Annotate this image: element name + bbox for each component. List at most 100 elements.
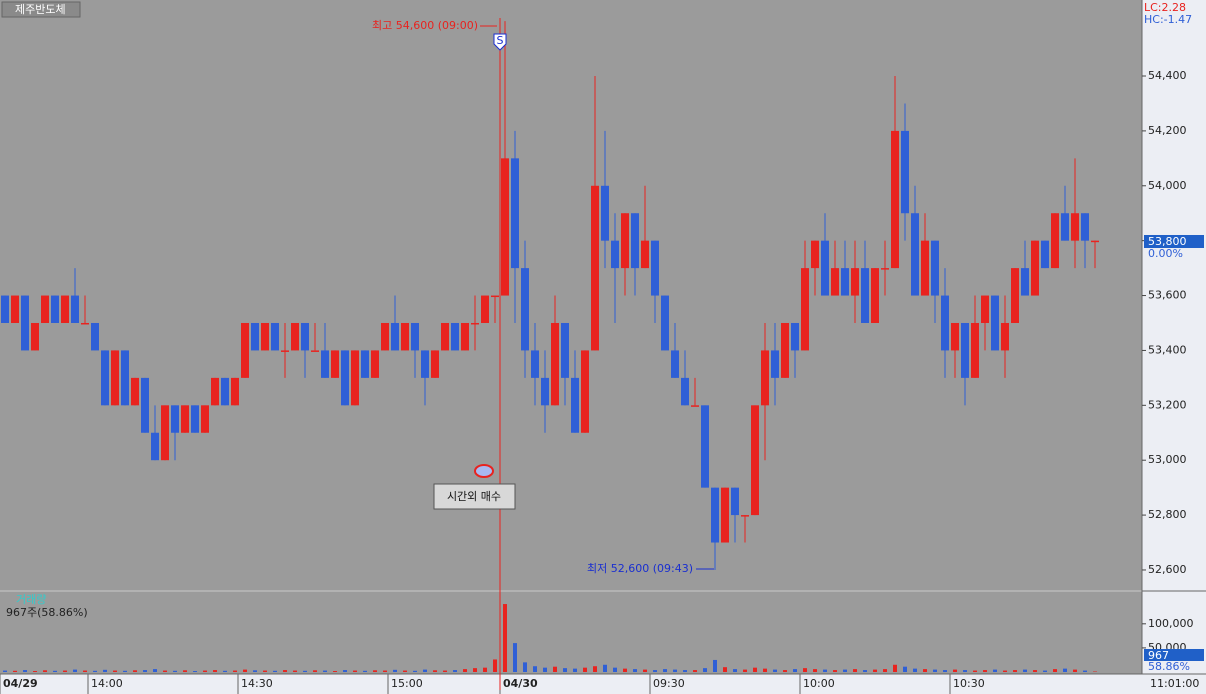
volume-bar (433, 670, 437, 672)
volume-bar (103, 669, 107, 672)
volume-bar (623, 668, 627, 672)
candle-body (251, 322, 259, 351)
candle-body (781, 322, 789, 378)
volume-bar (403, 670, 407, 672)
candle-body (761, 350, 769, 406)
volume-bar (723, 667, 727, 672)
candle-body (391, 322, 399, 351)
volume-bar (753, 667, 757, 672)
candle-body (101, 350, 109, 406)
candle-body (41, 295, 49, 323)
candle-body (591, 185, 599, 351)
volume-bar (643, 669, 647, 672)
candle-body (431, 350, 439, 378)
y-tick-label: 53,000 (1148, 453, 1187, 466)
volume-bar (873, 669, 877, 672)
candle-body (1, 295, 9, 323)
candle-body (191, 405, 199, 433)
candle-body (741, 515, 749, 517)
candle-body (351, 350, 359, 406)
x-tick-label: 14:30 (241, 677, 273, 690)
candle-body (821, 240, 829, 296)
volume-bar (203, 670, 207, 672)
volume-bar (553, 666, 557, 672)
volume-bar (823, 669, 827, 672)
candle-body (31, 322, 39, 351)
candle-body (321, 350, 329, 378)
candle-body (341, 350, 349, 406)
volume-bar (353, 670, 357, 672)
candle-body (451, 322, 459, 351)
volume-bar (343, 670, 347, 672)
candle-body (1051, 213, 1059, 269)
candle-body (791, 322, 799, 351)
volume-bar (283, 670, 287, 672)
volume-bar (513, 643, 517, 672)
candle-body (1091, 240, 1099, 243)
candle-body (891, 130, 899, 269)
volume-bar (973, 670, 977, 672)
volume-bar (383, 670, 387, 672)
volume-bar (163, 670, 167, 672)
volume-last-label: 967 (1148, 649, 1169, 662)
volume-bar (793, 669, 797, 672)
tooltip-marker (474, 464, 494, 478)
candle-body (601, 185, 609, 241)
y-tick-label: 54,200 (1148, 124, 1187, 137)
volume-bar (53, 670, 57, 672)
candle-body (871, 268, 879, 323)
volume-bar (443, 670, 447, 672)
y-tick-label: 53,400 (1148, 343, 1187, 356)
candle-body (1011, 268, 1019, 323)
candle-body (231, 377, 239, 406)
volume-bar (293, 670, 297, 672)
candle-body (581, 350, 589, 433)
time-axis (0, 674, 1206, 694)
signal-marker (493, 33, 507, 51)
candle-body (151, 432, 159, 461)
x-tick-label: 14:00 (91, 677, 123, 690)
volume-bar (123, 670, 127, 672)
candle-body (311, 350, 319, 352)
candle-body (71, 295, 79, 323)
volume-bar (683, 670, 687, 672)
candle-body (81, 322, 89, 325)
candle-body (131, 377, 139, 406)
candle-body (691, 405, 699, 407)
volume-bar (263, 670, 267, 672)
candle-body (241, 322, 249, 378)
candle-body (61, 295, 69, 323)
candle-body (1031, 240, 1039, 296)
candle-body (931, 240, 939, 296)
candle-body (621, 213, 629, 269)
volume-bar (933, 669, 937, 672)
volume-bar (333, 671, 337, 672)
candle-body (361, 350, 369, 378)
volume-bar (423, 669, 427, 672)
candle-body (721, 487, 729, 543)
volume-bar (253, 670, 257, 672)
volume-bar (523, 662, 527, 672)
volume-bar (983, 670, 987, 672)
candle-body (961, 322, 969, 378)
x-tick-label: 10:00 (803, 677, 835, 690)
tooltip-text: 시간외 매수 (447, 490, 501, 503)
volume-bar (693, 670, 697, 672)
title-box (1, 1, 81, 18)
volume-last-box (1144, 649, 1204, 661)
candle-body (271, 322, 279, 351)
candle-body (861, 268, 869, 323)
volume-bar (113, 670, 117, 672)
volume-bar (273, 670, 277, 672)
candle-body (121, 350, 129, 406)
x-tick-label: 15:00 (391, 677, 423, 690)
volume-bar (233, 670, 237, 672)
volume-bar (183, 670, 187, 672)
volume-bar (1053, 669, 1057, 672)
candle-body (511, 158, 519, 269)
volume-bar (303, 670, 307, 672)
volume-bar (413, 670, 417, 672)
candle-body (291, 322, 299, 351)
candle-body (771, 350, 779, 378)
